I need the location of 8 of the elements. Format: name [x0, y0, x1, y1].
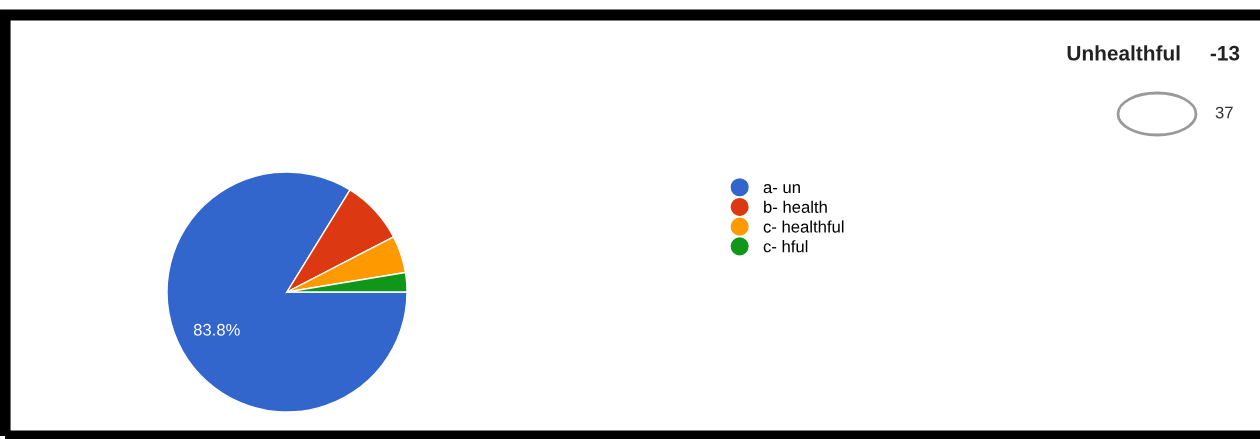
text: Unhealthful -13: [1067, 45, 1240, 61]
legend-label: a- un: [763, 184, 800, 194]
legend-label: b- health: [764, 200, 827, 213]
pie-slice: [166, 171, 408, 413]
data-label: 83.8%: [193, 323, 240, 336]
legend-label: c- healthful: [763, 220, 844, 233]
text: 37: [1215, 106, 1233, 119]
legend-label: c- hful: [763, 240, 808, 253]
